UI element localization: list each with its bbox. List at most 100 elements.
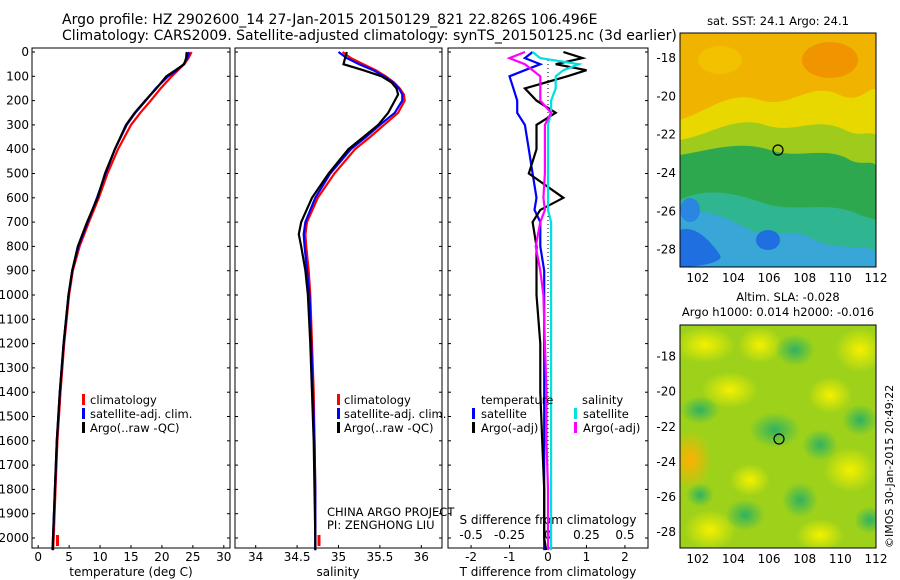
- sla-map-lat-axis: -18 -20 -22 -24 -26 -28: [656, 350, 676, 540]
- legend-swatch-argo: [337, 422, 340, 433]
- figure-title-line1: Argo profile: HZ 2902600_14 27-Jan-2015 …: [62, 12, 598, 28]
- depth-tick-label: 2000: [0, 531, 29, 545]
- map-lon-tick-label: 108: [793, 271, 816, 285]
- depth-tick-label: 1100: [0, 312, 29, 326]
- sst-map: [680, 33, 876, 267]
- series-line-climatology: [304, 51, 406, 551]
- temperature-x-axis: 0 5 10 15 20 25 30: [34, 545, 231, 564]
- map-lon-tick-label: 102: [686, 271, 709, 285]
- map-lon-tick-label: 112: [865, 271, 888, 285]
- temperature-plot-frame: [31, 47, 231, 549]
- depth-tick-label: 1400: [0, 385, 29, 399]
- legend-label-climatology: climatology: [90, 393, 157, 407]
- depth-tick-label: 500: [6, 167, 29, 181]
- x-tick-label: 34.5: [284, 550, 311, 564]
- legend-swatch-t-satellite: [472, 408, 475, 419]
- series-line-satellite-adj-clim-: [302, 51, 404, 551]
- x-tick-label: 15: [123, 550, 138, 564]
- x-tick-label: 35.5: [367, 550, 394, 564]
- x-tick-label: 0: [34, 550, 42, 564]
- map-lat-tick-label: -20: [656, 89, 676, 103]
- salinity-plot-frame: [234, 47, 443, 549]
- s-difference-tick-label: 0.5: [615, 528, 634, 542]
- map-lon-tick-label: 104: [722, 552, 745, 566]
- depth-tick-label: 1000: [0, 288, 29, 302]
- legend-title-temperature: temperature: [481, 393, 553, 407]
- depth-tick-label: 100: [6, 69, 29, 83]
- x-tick-label: 30: [216, 550, 231, 564]
- sst-map-lat-axis: -18 -20 -22 -24 -26 -28: [656, 51, 676, 257]
- legend-label-s-argo: Argo(-adj): [583, 421, 640, 435]
- x-tick-label: 34: [248, 550, 263, 564]
- legend-swatch-argo: [82, 422, 85, 433]
- map-lon-tick-label: 110: [829, 271, 852, 285]
- legend-label-argo: Argo(..raw -QC): [90, 421, 180, 435]
- map-lon-tick-label: 112: [865, 552, 888, 566]
- sst-argo-marker: [772, 144, 784, 156]
- depth-tick-label: 0: [21, 45, 29, 59]
- map-lat-tick-label: -28: [656, 525, 676, 539]
- x-tick-label: -1: [504, 550, 516, 564]
- sst-map-frame: [679, 32, 877, 268]
- x-tick-label: 10: [92, 550, 107, 564]
- legend-swatch-climatology: [337, 394, 340, 405]
- x-tick-label: 20: [154, 550, 169, 564]
- legend-swatch-s-argo: [574, 422, 577, 433]
- legend-label-argo: Argo(..raw -QC): [344, 421, 434, 435]
- legend-label-t-satellite: satellite: [481, 407, 527, 421]
- difference-x-axis: -2 -1 0 1 2: [465, 545, 629, 564]
- map-lat-tick-label: -22: [656, 420, 676, 434]
- map-lon-tick-label: 106: [758, 271, 781, 285]
- map-lat-tick-label: -20: [656, 385, 676, 399]
- depth-tick-label: 1900: [0, 507, 29, 521]
- salinity-axis-label: salinity: [316, 565, 359, 579]
- sla-map: [680, 325, 876, 548]
- depth-tick-label: 1500: [0, 410, 29, 424]
- sst-map-title: sat. SST: 24.1 Argo: 24.1: [707, 14, 849, 28]
- series-line-temperature-argo-adj-: [522, 50, 587, 551]
- salinity-legend: climatology satellite-adj. clim. Argo(..…: [337, 393, 446, 435]
- sla-map-frame: [679, 324, 877, 549]
- t-difference-axis-label: T difference from climatology: [459, 565, 637, 579]
- sla-map-lon-axis: 102 104 106 108 110 112: [686, 552, 887, 566]
- map-lat-tick-label: -28: [656, 243, 676, 257]
- legend-swatch-satellite: [82, 408, 85, 419]
- map-lon-tick-label: 110: [829, 552, 852, 566]
- sla-map-title: Altim. SLA: -0.028: [736, 290, 840, 304]
- x-tick-label: 2: [621, 550, 629, 564]
- depth-tick-label: 1300: [0, 361, 29, 375]
- series-line-salinity-satellite: [531, 51, 583, 551]
- depth-tick-label: 600: [6, 191, 29, 205]
- sla-map-subtitle: Argo h1000: 0.014 h2000: -0.016: [682, 305, 874, 319]
- map-lon-tick-label: 108: [793, 552, 816, 566]
- depth-tick-label: 300: [6, 118, 29, 132]
- project-name: CHINA ARGO PROJECT: [327, 505, 455, 519]
- temperature-axis-label: temperature (deg C): [69, 565, 192, 579]
- series-line-argo-raw-qc-: [51, 51, 188, 551]
- sla-argo-marker: [773, 433, 785, 445]
- legend-label-satellite: satellite-adj. clim.: [90, 407, 192, 421]
- depth-tick-label: 1800: [0, 482, 29, 496]
- legend-swatch-t-argo: [472, 422, 475, 433]
- legend-label-satellite: satellite-adj. clim.: [344, 407, 446, 421]
- s-difference-tick-label: 0.25: [573, 528, 600, 542]
- series-line-salinity-argo-adj-: [506, 50, 553, 551]
- series-line-argo-raw-qc-: [297, 51, 400, 551]
- x-tick-label: 1: [583, 550, 591, 564]
- map-lat-tick-label: -24: [656, 455, 676, 469]
- series-line-climatology: [51, 51, 193, 551]
- sst-map-lon-axis: 102 104 106 108 110 112: [686, 271, 887, 285]
- map-lat-tick-label: -26: [656, 204, 676, 218]
- depth-axis: 0 100 200 300 400 500 600 700 800 900 1000 1100 1200…: [0, 45, 648, 545]
- salinity-difference-axis: -0.5 -0.25 0 0.25 0.5: [459, 528, 634, 542]
- map-lon-tick-label: 104: [722, 271, 745, 285]
- map-lat-tick-label: -22: [656, 128, 676, 142]
- s-difference-tick-label: -0.25: [494, 528, 525, 542]
- s-difference-tick-label: -0.5: [459, 528, 482, 542]
- depth-tick-label: 400: [6, 142, 29, 156]
- legend-swatch-s-satellite: [574, 408, 577, 419]
- legend-label-climatology: climatology: [344, 393, 411, 407]
- legend-label-s-satellite: satellite: [583, 407, 629, 421]
- x-tick-label: 5: [65, 550, 73, 564]
